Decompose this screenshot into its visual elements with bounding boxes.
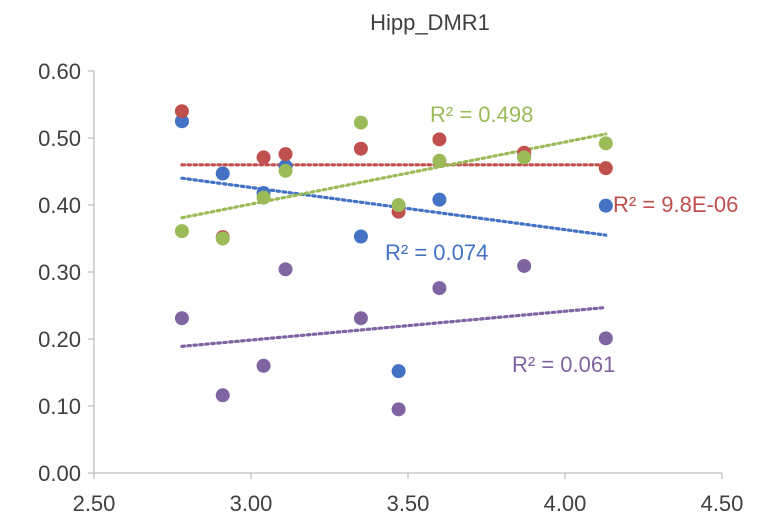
data-points xyxy=(174,104,613,417)
data-point-series-4 xyxy=(174,311,189,326)
data-point-series-1 xyxy=(215,166,230,181)
y-tick-label: 0.20 xyxy=(38,327,81,352)
data-point-series-1 xyxy=(432,192,447,207)
data-point-series-4 xyxy=(391,402,406,417)
y-tick-label: 0.50 xyxy=(38,126,81,151)
data-point-series-1 xyxy=(353,229,368,244)
x-tick-label: 4.50 xyxy=(701,491,744,516)
r-squared-label-series-4: R² = 0.061 xyxy=(512,352,615,377)
data-point-series-2 xyxy=(256,150,271,165)
y-tick-label: 0.10 xyxy=(38,394,81,419)
data-point-series-3 xyxy=(174,224,189,239)
data-point-series-2 xyxy=(598,161,613,176)
data-point-series-4 xyxy=(278,262,293,277)
r-squared-label-series-3: R² = 0.498 xyxy=(430,102,533,127)
x-tick-label: 3.50 xyxy=(387,491,430,516)
trendline-series-3 xyxy=(180,132,608,220)
x-tick-label: 2.50 xyxy=(73,491,116,516)
data-point-series-3 xyxy=(598,136,613,151)
data-point-series-2 xyxy=(174,104,189,119)
x-tick-label: 3.00 xyxy=(230,491,273,516)
data-point-series-3 xyxy=(256,190,271,205)
data-point-series-4 xyxy=(256,358,271,373)
data-point-series-2 xyxy=(278,147,293,162)
data-point-series-4 xyxy=(517,258,532,273)
data-point-series-1 xyxy=(598,198,613,213)
data-point-series-1 xyxy=(391,364,406,379)
r-squared-label-series-2: R² = 9.8E-06 xyxy=(613,192,738,217)
data-point-series-4 xyxy=(353,311,368,326)
y-tick-label: 0.60 xyxy=(38,59,81,84)
axes: 0.00 0.10 0.20 0.30 0.40 0.50 0.60 2.50 3.00 3.50… xyxy=(38,59,743,516)
data-point-series-4 xyxy=(215,388,230,403)
y-tick-label: 0.00 xyxy=(38,461,81,486)
data-point-series-4 xyxy=(598,331,613,346)
r-squared-label-series-1: R² = 0.074 xyxy=(385,240,488,265)
data-point-series-4 xyxy=(432,281,447,296)
x-tick-label: 4.00 xyxy=(544,491,587,516)
data-point-series-3 xyxy=(391,198,406,212)
y-tick-label: 0.30 xyxy=(38,260,81,285)
data-point-series-2 xyxy=(353,141,368,156)
data-point-series-3 xyxy=(278,163,293,178)
data-point-series-1 xyxy=(174,114,189,129)
chart-title: Hipp_DMR1 xyxy=(370,10,490,35)
data-point-series-3 xyxy=(215,231,230,246)
data-point-series-3 xyxy=(432,153,447,168)
data-point-series-2 xyxy=(432,132,447,147)
r-squared-labels: R² = 0.074 R² = 9.8E-06 R² = 0.498 R² = 0.0… xyxy=(385,102,738,377)
data-point-series-3 xyxy=(353,115,368,130)
y-tick-label: 0.40 xyxy=(38,193,81,218)
data-point-series-3 xyxy=(517,150,532,165)
trendline-series-4 xyxy=(180,305,608,348)
